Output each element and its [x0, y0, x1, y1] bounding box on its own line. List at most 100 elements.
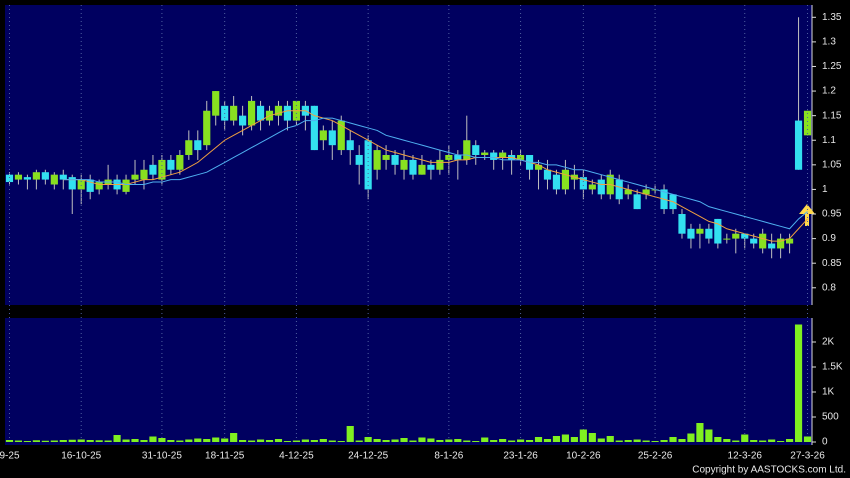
y-tick-label: 1.2	[822, 86, 836, 97]
candle-body	[5, 174, 14, 183]
candle-body	[588, 184, 596, 190]
x-tick-label: 16-10-25	[61, 451, 101, 462]
y-tick-label: 0.9	[822, 233, 836, 244]
candle-body	[310, 105, 318, 151]
candle-body	[678, 214, 686, 234]
candle-body	[23, 177, 32, 180]
volume-bar	[615, 440, 623, 442]
candle-body	[454, 155, 462, 160]
volume-bar	[508, 440, 516, 442]
candle-body	[256, 105, 265, 121]
volume-bar	[606, 436, 614, 442]
y-tick-label: 0.8	[822, 282, 836, 293]
candle-body	[319, 130, 327, 141]
volume-bar	[481, 437, 489, 442]
candle-body	[239, 115, 247, 126]
candle-body	[283, 105, 292, 121]
volume-bar	[588, 433, 596, 442]
volume-bar	[283, 441, 292, 442]
volume-bar	[167, 440, 175, 442]
copyright: Copyright by AASTOCKS.com Ltd.	[692, 465, 846, 476]
candle-body	[705, 228, 713, 239]
candle-body	[149, 164, 157, 175]
y-tick-label: 1.3	[822, 37, 836, 48]
candle-body	[785, 238, 794, 244]
candle-body	[203, 110, 211, 146]
candle-body	[68, 177, 76, 190]
candle-body	[427, 164, 435, 170]
candle-body	[615, 179, 623, 200]
volume-bar	[660, 440, 668, 442]
volume-bar	[418, 437, 426, 442]
candle-body	[490, 152, 498, 160]
volume-bar	[194, 438, 202, 442]
x-tick-label: 8-1-26	[434, 451, 463, 462]
volume-bar	[337, 441, 345, 442]
volume-bar	[624, 440, 632, 442]
candle-body	[463, 140, 471, 160]
candle-body	[131, 174, 139, 180]
candle-body	[409, 159, 417, 175]
volume-panel	[5, 318, 812, 445]
volume-bar	[516, 439, 525, 442]
candle-body	[436, 159, 444, 170]
candle-body	[732, 233, 740, 239]
volume-bar	[113, 435, 121, 442]
volume-bar	[301, 439, 309, 442]
volume-bar	[714, 437, 722, 442]
volume-bar	[23, 441, 32, 442]
volume-bar	[525, 440, 534, 442]
y-tick-label: 2K	[822, 337, 835, 348]
x-tick-label: 10-2-26	[566, 451, 601, 462]
x-tick-label: 23-1-26	[503, 451, 538, 462]
volume-bar	[50, 440, 58, 442]
candle-body	[337, 120, 345, 151]
volume-bar	[445, 439, 453, 442]
candle-body	[472, 145, 480, 155]
volume-bar	[552, 436, 561, 442]
candle-body	[328, 130, 336, 146]
volume-bar	[687, 433, 695, 442]
volume-bar	[534, 437, 543, 442]
candle-body	[346, 140, 354, 151]
candle-body	[50, 174, 58, 185]
candle-body	[759, 233, 767, 249]
y-tick-label: 1.1	[822, 135, 836, 146]
volume-bar	[732, 440, 740, 442]
candle-body	[400, 159, 408, 170]
volume-bar	[230, 433, 238, 442]
candle-body	[579, 177, 587, 190]
volume-bar	[77, 439, 85, 442]
volume-bar	[104, 440, 112, 442]
moving-average-line	[63, 110, 808, 242]
volume-bar	[221, 438, 229, 442]
candle-body	[499, 152, 507, 158]
volume-bar	[310, 440, 318, 442]
volume-bar	[642, 440, 650, 442]
volume-bar	[490, 440, 498, 442]
volume-bar	[409, 440, 417, 442]
volume-bar	[785, 439, 794, 442]
volume-bar	[185, 439, 193, 442]
y-tick-label: 0.85	[822, 258, 842, 269]
volume-bar	[759, 440, 767, 442]
y-tick-label: 1.15	[822, 110, 842, 121]
volume-bar	[265, 440, 274, 442]
candle-body	[247, 100, 256, 126]
volume-bar	[803, 436, 812, 442]
volume-bar	[651, 441, 659, 442]
candle-body	[391, 155, 399, 165]
volume-bar	[391, 439, 399, 442]
candle-body	[597, 179, 605, 195]
volume-bar	[212, 437, 220, 442]
candle-body	[364, 140, 372, 190]
volume-bar	[436, 440, 444, 442]
candle-body	[750, 238, 758, 244]
candle-body	[803, 110, 812, 136]
price-panel	[5, 5, 812, 305]
volume-bar	[95, 440, 103, 442]
candle-body	[534, 164, 543, 170]
volume-bar	[122, 439, 130, 442]
candle-body	[481, 152, 489, 155]
candle-body	[777, 238, 785, 249]
